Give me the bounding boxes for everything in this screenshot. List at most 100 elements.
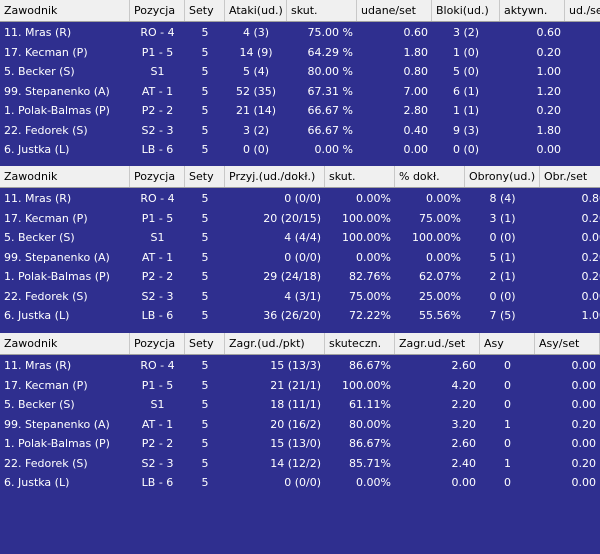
table-cell: 5 (201, 289, 209, 303)
table-cell: S1 (150, 231, 165, 244)
table-cell: 21 (21/1) (270, 378, 321, 392)
column-header: Bloki(ud.) (432, 0, 500, 21)
column-header: Zawodnik (0, 333, 130, 354)
column-header: Sety (185, 166, 225, 187)
table-cell: P2 - 2 (141, 104, 174, 117)
table-cell: 0 (0) (489, 231, 516, 244)
table-cell: 1.20 (536, 84, 562, 98)
table-cell: 0.60 (565, 121, 600, 140)
table-cell: 17. Kecman (P) (4, 378, 88, 392)
column-header: Pozycja (130, 166, 185, 187)
table-cell: P2 - 2 (141, 270, 174, 283)
table-header (0, 166, 600, 188)
table-cell: 1 (0) (452, 45, 480, 59)
table-cell: P1 - 5 (141, 45, 174, 59)
table-cell: 2.60 (451, 437, 477, 450)
table-cell: 0.40 (403, 123, 429, 137)
table-cell: 6 (1) (452, 84, 480, 98)
table-cell: 1 (504, 417, 511, 431)
table-cell: 5 (4) (242, 65, 270, 78)
column-header: Obrony(ud.) (465, 166, 540, 187)
table-cell: 5 (201, 231, 209, 244)
table-cell: 1.80 (536, 123, 562, 137)
table-cell: 5 (201, 476, 209, 489)
table-cell: 22. Fedorek (S) (4, 123, 88, 137)
table-cell: 4.20 (451, 378, 477, 392)
column-header: skut. (287, 0, 357, 21)
table-cell: 2.60 (451, 359, 477, 372)
column-header: Pozycja (130, 0, 185, 21)
table-cell: 14 (12/2) (270, 456, 321, 470)
table-cell: 0.00 (565, 43, 600, 62)
table-cell: 0.00 % (314, 143, 353, 156)
table-cell: LB - 6 (141, 476, 174, 489)
table-cell: S1 (150, 398, 165, 411)
table-cell: 2.20 (451, 398, 477, 411)
table-cell: 4 (4/4) (284, 231, 321, 244)
table-cell: 22. Fedorek (S) (4, 289, 88, 303)
table-cell: 3 (2) (452, 26, 480, 39)
table-cell: 0.00% (356, 476, 391, 489)
table-cell: 0 (504, 476, 511, 489)
table-cell: 18 (11/1) (270, 398, 321, 411)
column-header: skut. (325, 166, 395, 187)
column-header: Asy (480, 333, 535, 354)
table-cell: 0.00 (565, 140, 600, 159)
table-cell: 5 (201, 417, 209, 431)
table-cell: 20 (16/2) (270, 417, 321, 431)
table-cell: 85.71% (349, 456, 391, 470)
table-cell: 2.80 (403, 104, 429, 117)
column-header: skuteczn. (325, 333, 395, 354)
column-header: ud./set (565, 0, 600, 21)
table-cell: P1 - 5 (141, 211, 174, 225)
table-cell: 0.00 (571, 378, 597, 392)
table-cell: 5 (201, 104, 209, 117)
table-cell: 0.00% (426, 250, 461, 264)
table-cell: 0.20 (581, 270, 600, 283)
table-header (0, 0, 600, 22)
table-cell: 100.00% (412, 231, 461, 244)
table-cell: 0.00% (356, 250, 391, 264)
table-cell: 15 (13/3) (270, 359, 321, 372)
table-cell: 5 (201, 123, 209, 137)
table-cell: 5 (201, 26, 209, 39)
table-cell: 5 (201, 309, 209, 322)
table-cell: 21 (14) (235, 104, 277, 117)
table-cell: 22. Fedorek (S) (4, 456, 88, 470)
table-cell: 1. Polak-Balmas (P) (4, 104, 110, 117)
column-header: Sety (185, 0, 225, 21)
table-cell: 1 (504, 456, 511, 470)
table-cell: 11. Mras (R) (4, 26, 72, 39)
table-cell: 3 (1) (489, 211, 516, 225)
table-cell: RO - 4 (140, 26, 175, 39)
table-cell: 0.40 (565, 23, 600, 42)
table-cell: 80.00% (349, 417, 391, 431)
table-cell: 0.00 (571, 476, 597, 489)
table-cell: 75.00% (419, 211, 461, 225)
table-cell: 99. Stepanenko (A) (4, 417, 110, 431)
column-header: Zagr.(ud./pkt) (225, 333, 325, 354)
table-cell: AT - 1 (141, 417, 174, 431)
table-cell: 9 (3) (452, 123, 480, 137)
table-cell: 0.00 (581, 289, 600, 303)
stats-table: Zawodnik Pozycja Sety Ataki(ud.) skut. udane/… (0, 0, 600, 161)
column-header: Przyj.(ud./dokł.) (225, 166, 325, 187)
table-cell: 75.00% (349, 289, 391, 303)
table-cell: 55.56% (419, 309, 461, 322)
table-cell: 75.00 % (307, 26, 353, 39)
table-cell: 5. Becker (S) (4, 398, 75, 411)
table-cell: 0.20 (581, 250, 600, 264)
table-cell: 7 (5) (489, 309, 516, 322)
table-cell: 1.00 (581, 309, 600, 322)
table-cell: 72.22% (349, 309, 391, 322)
table-cell: 5 (201, 84, 209, 98)
table-cell: 0 (504, 437, 511, 450)
table-cell: S2 - 3 (141, 123, 174, 137)
table-cell: 6. Justka (L) (4, 309, 70, 322)
table-cell: 100.00% (342, 378, 391, 392)
table-cell: 86.67% (349, 437, 391, 450)
table-cell: 6. Justka (L) (4, 476, 70, 489)
table-cell: 5 (201, 143, 209, 156)
table-cell: 20 (20/15) (263, 211, 321, 225)
